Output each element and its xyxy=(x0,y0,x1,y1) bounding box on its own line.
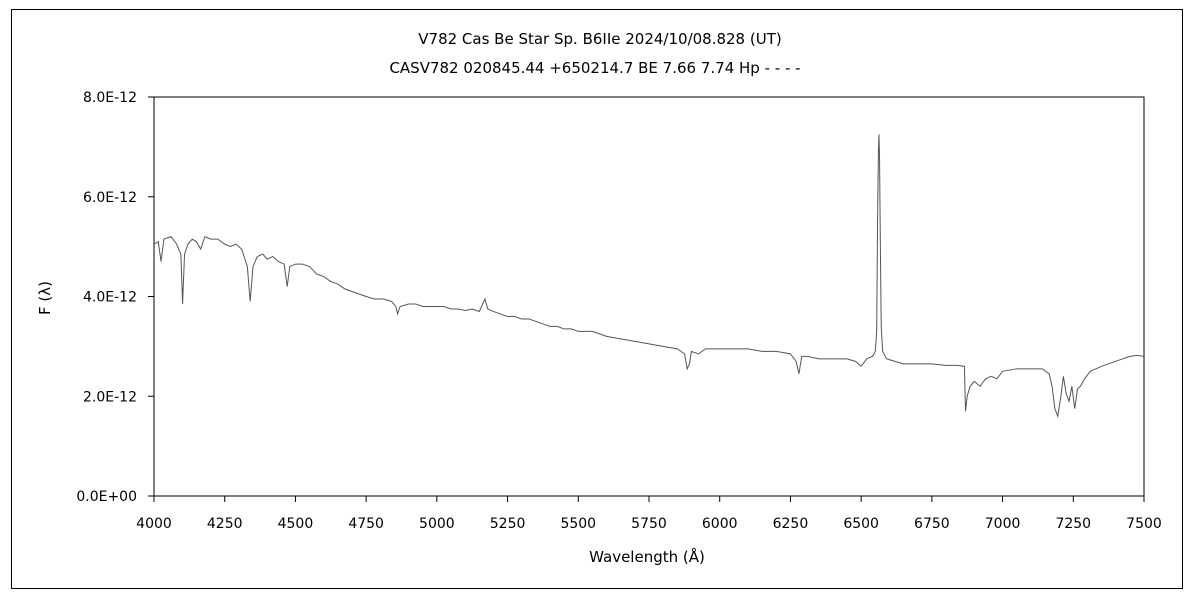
x-tick-label: 5500 xyxy=(560,516,596,532)
chart-subtitle: CASV782 020845.44 +650214.7 BE 7.66 7.74… xyxy=(389,59,800,77)
x-tick-label: 6500 xyxy=(843,516,879,532)
y-tick-label: 2.0E-12 xyxy=(83,389,137,405)
x-tick-label: 6000 xyxy=(702,516,738,532)
x-tick-label: 5000 xyxy=(419,516,455,532)
spectrum-line xyxy=(153,134,1145,419)
x-tick-label: 4500 xyxy=(278,516,314,532)
chart-frame xyxy=(11,9,1183,589)
y-tick-label: 4.0E-12 xyxy=(83,290,137,306)
x-tick-label: 7000 xyxy=(985,516,1021,532)
x-tick-label: 5250 xyxy=(490,516,526,532)
y-axis: 0.0E+00 2.0E-12 4.0E-12 6.0E-12 8.0E-12 xyxy=(76,90,154,505)
x-tick-label: 4250 xyxy=(207,516,243,532)
y-tick-label: 6.0E-12 xyxy=(83,190,137,206)
y-tick-label: 8.0E-12 xyxy=(83,90,137,106)
chart-title: V782 Cas Be Star Sp. B6IIe 2024/10/08.82… xyxy=(418,30,781,48)
x-tick-label: 4750 xyxy=(348,516,384,532)
x-tick-label: 7250 xyxy=(1055,516,1091,532)
x-tick-label: 7500 xyxy=(1126,516,1162,532)
y-axis-label: F (λ) xyxy=(36,281,54,315)
x-tick-label: 6750 xyxy=(914,516,950,532)
x-tick-label: 5750 xyxy=(631,516,667,532)
y-tick-label: 0.0E+00 xyxy=(76,489,137,505)
x-tick-label: 6250 xyxy=(773,516,809,532)
series-group xyxy=(153,134,1145,419)
x-axis-label: Wavelength (Å) xyxy=(589,547,705,566)
plot-area xyxy=(153,96,1145,497)
x-tick-label: 4000 xyxy=(136,516,172,532)
x-axis: 4000 4250 4500 4750 5000 5250 5500 5750 6000 6250… xyxy=(136,496,1162,532)
